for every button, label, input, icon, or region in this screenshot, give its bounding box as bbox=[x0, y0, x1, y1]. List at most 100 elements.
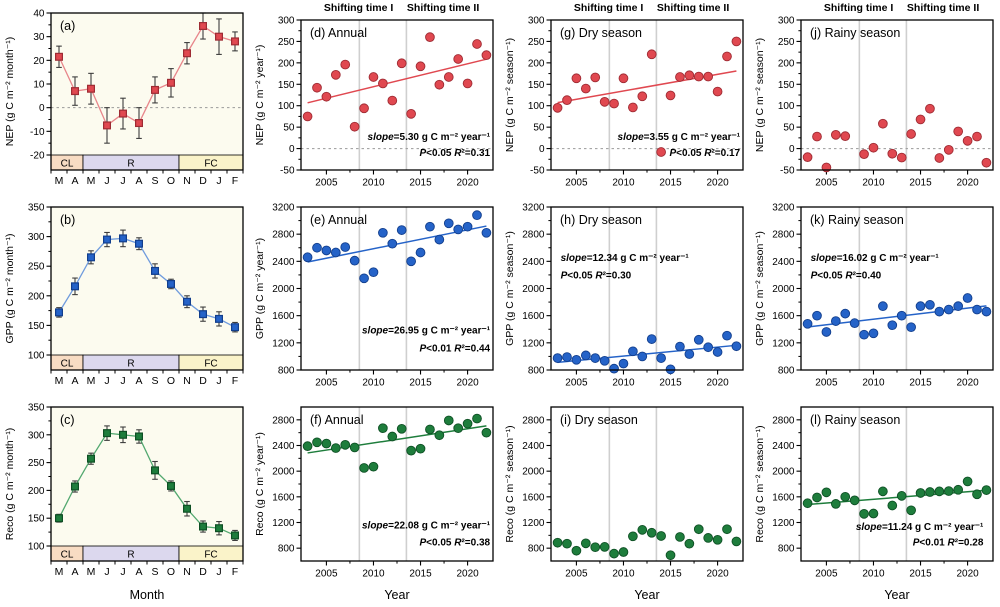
x-tick-label: 2020 bbox=[956, 569, 979, 580]
slope-annotation: slope=5.30 g C m⁻² year⁻¹ bbox=[368, 132, 491, 143]
x-tick-label: J bbox=[120, 566, 125, 578]
data-point bbox=[481, 427, 492, 438]
plot-background bbox=[51, 13, 243, 170]
data-point bbox=[962, 476, 973, 487]
data-point bbox=[415, 247, 426, 258]
data-point bbox=[962, 293, 973, 303]
x-tick-label: D bbox=[199, 175, 207, 187]
x-tick-label: M bbox=[55, 566, 64, 578]
data-point bbox=[571, 545, 582, 556]
x-tick-label: A bbox=[71, 175, 78, 187]
y-axis: 800 1200 1600 2000 2400 2800 3200 bbox=[272, 203, 301, 377]
y-tick-label: 50 bbox=[283, 123, 295, 134]
x-tick-label: 2020 bbox=[706, 569, 729, 580]
y-tick-label: 2800 bbox=[272, 415, 295, 426]
stats-annotation: P<0.05 R²=0.30 bbox=[561, 271, 632, 282]
data-point bbox=[821, 327, 832, 337]
series-j bbox=[802, 103, 992, 173]
data-point bbox=[330, 443, 341, 453]
x-tick-label: 2020 bbox=[456, 378, 479, 389]
x-tick-label: 2005 bbox=[815, 569, 838, 580]
data-point bbox=[703, 533, 714, 543]
data-point bbox=[675, 72, 685, 82]
data-point bbox=[396, 225, 407, 235]
data-point bbox=[943, 145, 954, 155]
data-point bbox=[609, 98, 619, 109]
plot-frame bbox=[50, 206, 244, 371]
y-axis-title: Reco (g C m⁻² year⁻¹) bbox=[254, 432, 266, 536]
plot-background bbox=[801, 207, 993, 370]
data-point bbox=[580, 83, 591, 94]
x-axis: 2005 2010 2015 2020 bbox=[815, 170, 979, 189]
data-point bbox=[215, 524, 224, 533]
data-point bbox=[396, 58, 407, 69]
y-tick-label: 0 bbox=[289, 144, 295, 155]
x-tick-label: 2015 bbox=[409, 569, 432, 580]
x-tick-label: 2005 bbox=[315, 569, 338, 580]
y-tick-label: 150 bbox=[28, 514, 45, 525]
data-point bbox=[481, 50, 492, 60]
x-axis-title: Year bbox=[384, 588, 409, 602]
data-point bbox=[462, 221, 473, 232]
data-point bbox=[151, 266, 160, 275]
data-point bbox=[675, 532, 685, 542]
y-tick-label: 100 bbox=[28, 542, 45, 553]
stats-annotation: P<0.05 R²=0.17 bbox=[669, 148, 740, 159]
data-point bbox=[215, 314, 224, 323]
y-tick-label: 1600 bbox=[772, 311, 795, 322]
plot-background bbox=[301, 207, 493, 370]
season-band-label: R bbox=[127, 550, 134, 561]
season-band-label: CL bbox=[61, 159, 74, 170]
plot-frame bbox=[550, 406, 744, 562]
data-point bbox=[896, 152, 907, 163]
data-point bbox=[675, 341, 685, 352]
x-tick-label: S bbox=[151, 566, 158, 578]
x-tick-label: M bbox=[55, 375, 64, 387]
data-point bbox=[183, 49, 192, 58]
data-point bbox=[712, 86, 723, 97]
y-tick-label: 1600 bbox=[522, 311, 545, 322]
stats-annotation: P<0.01 R²=0.44 bbox=[419, 343, 490, 354]
data-point bbox=[231, 37, 240, 46]
panel-label: (a) bbox=[60, 19, 75, 33]
x-tick-label: J bbox=[216, 175, 221, 187]
data-point bbox=[712, 534, 723, 545]
data-point bbox=[646, 334, 657, 344]
data-point bbox=[878, 118, 888, 129]
data-point bbox=[953, 484, 964, 495]
slope-annotation: slope=16.02 g C m⁻² year⁻¹ bbox=[811, 253, 940, 264]
data-point bbox=[135, 119, 144, 128]
data-point bbox=[415, 61, 426, 72]
data-point bbox=[599, 97, 610, 107]
data-point bbox=[802, 152, 813, 162]
y-axis-title: NEP (g C m⁻² season⁻¹) bbox=[504, 38, 516, 152]
data-point bbox=[199, 310, 208, 319]
data-point bbox=[830, 130, 841, 140]
data-point bbox=[618, 73, 629, 84]
data-point bbox=[684, 538, 695, 549]
series-c bbox=[54, 425, 240, 541]
y-tick-label: 2400 bbox=[772, 257, 795, 268]
y-axis-title: GPP (g C m⁻² month⁻¹) bbox=[4, 233, 16, 343]
data-point bbox=[943, 304, 954, 315]
x-axis-title: Year bbox=[884, 588, 909, 602]
series-h bbox=[552, 330, 742, 375]
x-tick-label: O bbox=[167, 175, 175, 187]
data-point bbox=[849, 495, 860, 506]
y-axis: 100 150 200 250 300 350 bbox=[28, 203, 51, 362]
data-point bbox=[887, 500, 898, 511]
data-point bbox=[340, 59, 351, 70]
y-tick-label: 800 bbox=[528, 544, 545, 555]
slope-annotation: slope=11.24 g C m⁻² year⁻¹ bbox=[856, 522, 984, 533]
stats-annotation: P<0.05 R²=0.31 bbox=[419, 148, 490, 159]
y-axis: 800 1200 1600 2000 2400 2800 3200 bbox=[522, 203, 551, 377]
data-point bbox=[637, 351, 648, 362]
x-tick-label: 2010 bbox=[612, 569, 635, 580]
data-point bbox=[802, 318, 813, 329]
data-point bbox=[378, 227, 388, 238]
data-point bbox=[70, 87, 79, 96]
y-tick-label: 2400 bbox=[272, 257, 295, 268]
data-point bbox=[887, 148, 898, 159]
